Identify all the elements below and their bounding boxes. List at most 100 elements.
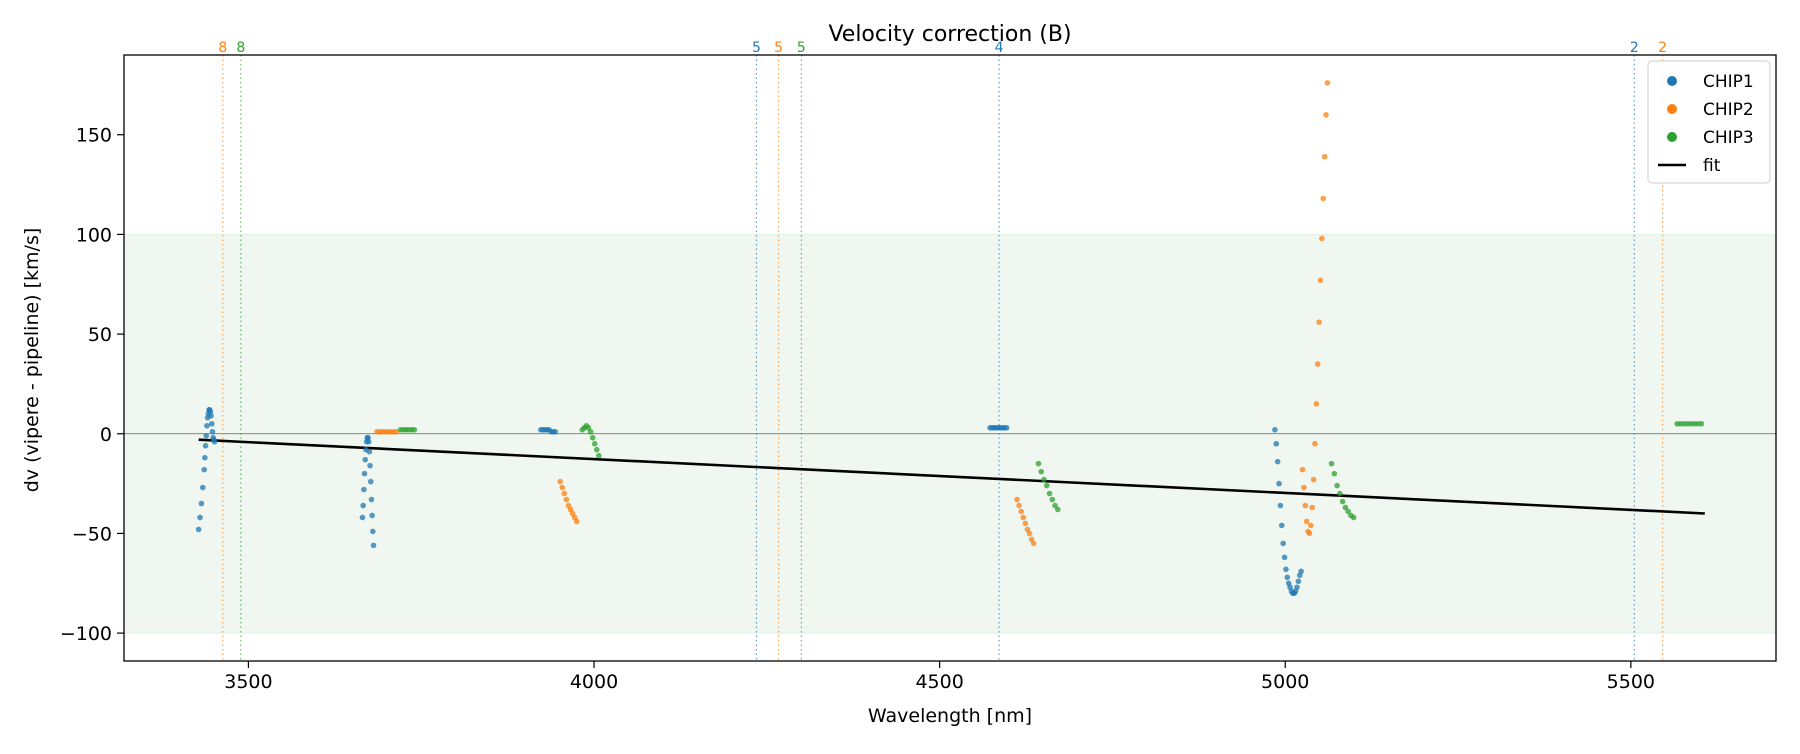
point-chip2-3-7 bbox=[1309, 504, 1315, 511]
point-chip2-1-2 bbox=[561, 490, 568, 497]
point-chip1-4-2 bbox=[1274, 458, 1281, 465]
fit-line bbox=[198, 438, 1705, 515]
order-marker-label-2: 5 bbox=[752, 40, 761, 56]
point-chip1-1-12 bbox=[367, 478, 374, 485]
order-marker-label-0: 8 bbox=[218, 40, 227, 56]
point-chip1-4-9 bbox=[1284, 574, 1291, 581]
point-chip2-1-0 bbox=[557, 478, 563, 485]
point-chip1-1-3 bbox=[361, 470, 368, 477]
data-points bbox=[195, 80, 1705, 597]
y-tick-label-0: −100 bbox=[60, 623, 112, 645]
point-chip2-2-8 bbox=[1030, 540, 1037, 547]
point-chip2-3-0 bbox=[1299, 466, 1306, 473]
x-tick-label-4: 5500 bbox=[1607, 671, 1655, 693]
point-chip1-4-3 bbox=[1276, 480, 1282, 487]
order-marker-label-6: 2 bbox=[1630, 40, 1639, 56]
legend-marker-chip2 bbox=[1667, 104, 1677, 114]
point-chip1-1-0 bbox=[359, 514, 366, 521]
point-chip1-4-1 bbox=[1273, 440, 1280, 447]
point-chip2-1-1 bbox=[559, 484, 566, 491]
point-chip3-1-6 bbox=[591, 440, 598, 447]
point-chip3-3-1 bbox=[1331, 470, 1338, 477]
point-chip2-3-13 bbox=[1317, 277, 1324, 284]
point-chip1-0-16 bbox=[209, 428, 216, 435]
series-chip2 bbox=[374, 80, 1331, 547]
order-marker-label-1: 8 bbox=[236, 40, 245, 56]
point-chip3-4-7 bbox=[1698, 420, 1705, 427]
point-chip2-3-1 bbox=[1301, 484, 1307, 491]
point-chip2-3-6 bbox=[1308, 522, 1314, 529]
point-chip1-1-4 bbox=[362, 456, 369, 463]
point-chip3-2-2 bbox=[1041, 476, 1047, 483]
point-chip1-0-3 bbox=[199, 484, 206, 491]
order-marker-label-5: 4 bbox=[995, 40, 1004, 56]
point-chip3-3-3 bbox=[1337, 490, 1343, 497]
legend-marker-chip3 bbox=[1667, 132, 1677, 142]
point-chip3-1-8 bbox=[596, 452, 602, 459]
point-chip1-0-14 bbox=[208, 413, 214, 419]
order-marker-label-4: 5 bbox=[797, 40, 806, 56]
point-chip3-1-7 bbox=[593, 446, 600, 453]
y-tick-label-5: 150 bbox=[76, 125, 112, 147]
x-tick-label-3: 5000 bbox=[1261, 671, 1309, 693]
point-chip3-2-4 bbox=[1046, 490, 1053, 497]
x-tick-label-0: 3500 bbox=[224, 671, 272, 693]
point-chip1-0-8 bbox=[204, 422, 210, 429]
point-chip1-4-0 bbox=[1272, 426, 1278, 433]
point-chip3-2-5 bbox=[1049, 496, 1056, 503]
point-chip3-1-4 bbox=[587, 428, 594, 435]
point-chip3-3-8 bbox=[1350, 514, 1357, 521]
point-chip1-4-16 bbox=[1294, 584, 1300, 591]
point-chip1-4-17 bbox=[1295, 578, 1302, 585]
point-chip2-3-2 bbox=[1302, 502, 1309, 509]
point-chip1-4-5 bbox=[1278, 522, 1285, 529]
point-chip2-2-0 bbox=[1014, 496, 1020, 503]
point-chip3-2-3 bbox=[1043, 482, 1050, 489]
y-tick-label-3: 50 bbox=[88, 324, 112, 346]
point-chip1-4-4 bbox=[1277, 502, 1284, 509]
point-chip2-3-18 bbox=[1324, 80, 1331, 86]
point-chip3-3-4 bbox=[1339, 498, 1346, 505]
series-chip3 bbox=[397, 420, 1705, 521]
point-chip1-0-15 bbox=[208, 420, 215, 427]
point-chip2-3-15 bbox=[1320, 195, 1327, 202]
point-chip1-1-16 bbox=[370, 542, 377, 549]
point-chip3-3-0 bbox=[1328, 460, 1335, 467]
point-chip2-3-5 bbox=[1306, 530, 1313, 537]
point-chip1-0-1 bbox=[197, 514, 203, 521]
legend-label-fit: fit bbox=[1703, 156, 1721, 176]
point-chip2-3-9 bbox=[1312, 440, 1318, 447]
point-chip1-1-10 bbox=[366, 448, 373, 455]
x-tick-label-1: 4000 bbox=[570, 671, 618, 693]
point-chip2-3-8 bbox=[1310, 476, 1317, 483]
point-chip1-3-8 bbox=[1003, 424, 1010, 431]
point-chip2-1-3 bbox=[563, 496, 570, 503]
legend-marker-chip1 bbox=[1667, 76, 1677, 86]
point-chip3-1-5 bbox=[589, 434, 596, 441]
point-chip1-0-4 bbox=[201, 466, 207, 473]
point-chip1-0-0 bbox=[195, 526, 202, 533]
point-chip1-1-9 bbox=[365, 438, 372, 445]
point-chip2-3-10 bbox=[1313, 401, 1320, 407]
legend-label-chip3: CHIP3 bbox=[1703, 128, 1754, 148]
point-chip2-1-8 bbox=[573, 518, 580, 525]
point-chip1-1-14 bbox=[369, 512, 375, 519]
legend-label-chip2: CHIP2 bbox=[1703, 100, 1754, 120]
chart-title: Velocity correction (B) bbox=[828, 22, 1071, 47]
point-chip3-2-1 bbox=[1038, 468, 1045, 475]
x-tick-label-2: 4500 bbox=[915, 671, 963, 693]
point-chip2-2-4 bbox=[1022, 520, 1029, 527]
point-chip1-0-19 bbox=[211, 438, 218, 445]
order-marker-label-3: 5 bbox=[774, 40, 783, 56]
point-chip2-2-2 bbox=[1018, 508, 1024, 515]
y-axis-label: dv (vipere - pipeline) [km/s] bbox=[21, 228, 43, 493]
legend-label-chip1: CHIP1 bbox=[1703, 72, 1754, 92]
point-chip3-2-6 bbox=[1052, 502, 1058, 509]
point-chip2-3-17 bbox=[1323, 112, 1329, 118]
point-chip3-2-7 bbox=[1055, 506, 1061, 513]
point-chip2-3-14 bbox=[1319, 235, 1325, 242]
point-chip2-2-6 bbox=[1026, 530, 1033, 537]
point-chip1-0-2 bbox=[198, 500, 205, 507]
